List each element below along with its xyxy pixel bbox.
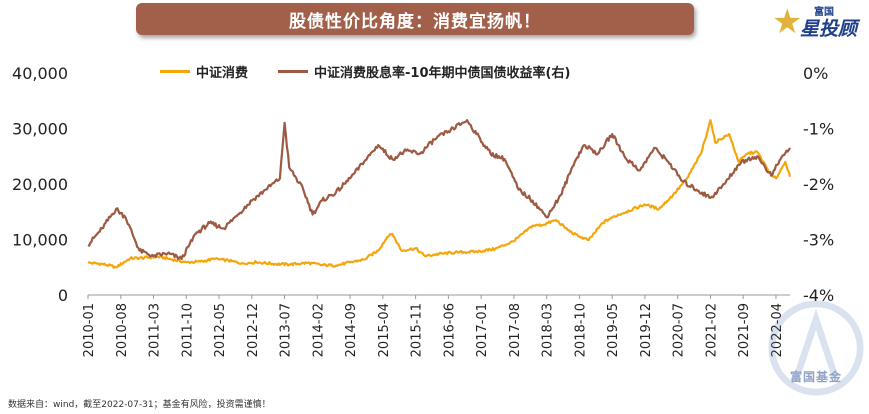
x-tick-label: 2015-11 [410,303,425,357]
x-tick-label: 2011-03 [148,303,163,357]
x-tick-label: 2014-02 [311,303,326,357]
y-left-tick-label: 30,000 [12,120,68,139]
x-tick-label: 2019-12 [639,303,654,357]
star-icon: ★ [772,2,803,42]
y-left-tick-label: 40,000 [12,64,68,83]
legend-label-spread: 中证消费股息率-10年期中债国债收益率(右) [314,66,571,81]
x-tick-label: 2022-04 [770,303,785,357]
legend-swatch-spread [278,70,309,73]
chart-title: 股债性价比角度：消费宜扬帆！ [289,11,541,32]
x-tick-label: 2020-07 [672,303,687,357]
legend-item-spread: 中证消费股息率-10年期中债国债收益率(右) [278,62,570,81]
x-tick-label: 2013-07 [279,303,294,357]
title-banner: 股债性价比角度：消费宜扬帆！ [136,3,694,35]
y-right-tick-label: -3% [803,231,834,250]
watermark-text: 富国基金 [790,370,843,384]
logo-small-text: 富国 [814,7,834,18]
x-tick-label: 2018-03 [541,303,556,357]
x-tick-label: 2021-09 [737,303,752,357]
y-left-tick-label: 0 [58,286,68,305]
x-tick-label: 2012-05 [213,303,228,357]
y-right-tick-label: -4% [803,286,834,305]
series-line-consumer-index [87,119,792,269]
x-tick-label: 2011-10 [180,303,195,357]
y-right-tick-label: -2% [803,175,834,194]
legend-label-consumer: 中证消费 [196,66,249,81]
x-tick-label: 2012-12 [246,303,261,357]
logo: ★ 富国 星投顾 [772,2,868,42]
legend-item-consumer: 中证消费 [160,62,248,81]
y-left-tick-label: 10,000 [12,231,68,250]
x-tick-label: 2019-05 [606,303,621,357]
x-tick-label: 2015-04 [377,303,392,357]
y-left-tick-label: 20,000 [12,175,68,194]
legend-swatch-consumer [160,70,190,73]
x-tick-label: 2017-01 [475,303,490,357]
y-right-tick-label: -1% [803,120,834,139]
watermark-emblem-icon [768,300,864,396]
x-tick-label: 2018-10 [573,303,588,357]
x-tick-label: 2014-09 [344,303,359,357]
series-line-spread [87,119,791,260]
y-right-tick-label: 0% [803,64,828,83]
source-note: 数据来自：wind，截至2022-07-31；基金有风险，投资需谨慎！ [8,400,271,410]
x-tick-label: 2021-02 [704,303,719,357]
logo-main-text: 星投顾 [800,18,858,40]
x-tick-label: 2010-08 [115,303,130,357]
legend: 中证消费 中证消费股息率-10年期中债国债收益率(右) [160,62,600,81]
x-tick-label: 2017-08 [508,303,523,357]
x-tick-label: 2010-01 [82,303,97,357]
x-tick-label: 2016-06 [442,303,457,357]
